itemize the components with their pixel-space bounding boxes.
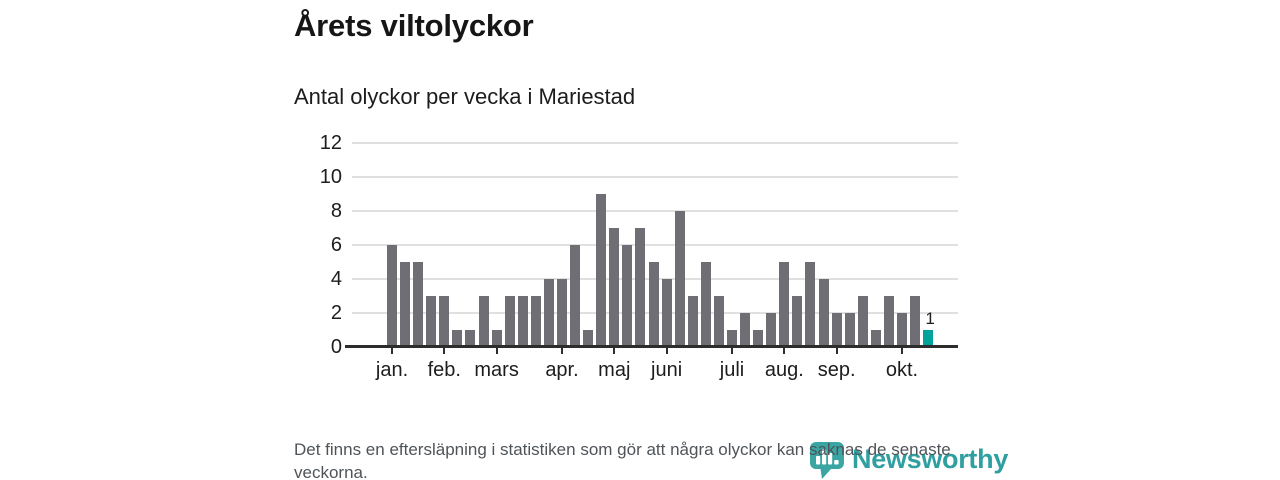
gridline <box>352 210 958 212</box>
chart-subtitle: Antal olyckor per vecka i Mariestad <box>294 84 636 109</box>
bar <box>530 296 541 347</box>
bar <box>857 296 868 347</box>
x-axis-line <box>345 345 958 348</box>
x-tick-label: apr. <box>545 359 579 381</box>
newsworthy-icon <box>810 442 844 479</box>
bar <box>766 313 777 347</box>
bar <box>661 279 672 347</box>
bar <box>413 262 424 347</box>
bar <box>609 228 620 347</box>
bar <box>400 262 411 347</box>
bar <box>831 313 842 347</box>
y-tick-label: 10 <box>319 166 342 188</box>
bar <box>870 330 881 347</box>
bar <box>439 296 450 347</box>
x-tick-label: aug. <box>764 359 804 381</box>
y-tick-label: 12 <box>319 132 342 154</box>
bar <box>883 296 894 347</box>
newsworthy-logo: Newsworthy <box>809 441 1008 479</box>
bar <box>426 296 437 347</box>
y-tick-label: 8 <box>330 200 342 222</box>
y-tick-label: 0 <box>330 336 342 358</box>
x-tick <box>783 348 786 354</box>
y-tick-label: 2 <box>330 302 342 324</box>
bar <box>478 296 489 347</box>
x-tick-label: mars <box>474 359 519 381</box>
y-tick-label: 4 <box>330 268 342 290</box>
newsworthy-wordmark: Newsworthy <box>852 444 1009 474</box>
x-tick <box>561 348 563 354</box>
bar <box>517 296 528 347</box>
bar <box>491 330 502 347</box>
bar <box>504 296 515 347</box>
bar <box>452 330 463 347</box>
bar <box>779 262 790 347</box>
bar <box>465 330 476 347</box>
bar <box>648 262 659 347</box>
x-tick-label: okt. <box>885 359 919 381</box>
bar <box>910 296 921 347</box>
x-tick-label: juni <box>651 359 683 381</box>
bar <box>713 296 724 347</box>
bar <box>727 330 737 347</box>
bar <box>622 245 633 347</box>
bar <box>740 313 751 347</box>
bar <box>805 262 816 347</box>
x-tick <box>613 348 616 354</box>
gridline <box>352 176 958 178</box>
x-tick-label: sep. <box>817 359 856 381</box>
bar <box>674 211 685 347</box>
bar <box>844 313 855 347</box>
bar <box>818 279 829 347</box>
gridline <box>352 142 958 144</box>
chart-title: Årets viltolyckor <box>294 8 534 43</box>
bar <box>570 245 581 347</box>
bar <box>897 313 907 347</box>
bar <box>543 279 554 347</box>
x-tick <box>901 348 903 354</box>
bar <box>792 296 803 347</box>
x-tick <box>443 348 446 354</box>
x-tick-label: maj <box>598 359 631 381</box>
bar <box>596 194 607 347</box>
bar <box>635 228 646 347</box>
highlight-bar <box>923 330 934 347</box>
bar <box>753 330 764 347</box>
x-tick <box>835 348 838 354</box>
bar-value-label: 1 <box>925 309 935 328</box>
x-tick <box>731 348 733 354</box>
bar <box>387 245 397 347</box>
x-tick-label: jan. <box>375 359 409 381</box>
x-tick <box>495 348 498 354</box>
x-tick-label: juli <box>719 359 745 381</box>
bar <box>583 330 594 347</box>
bar <box>687 296 698 347</box>
x-tick <box>665 348 668 354</box>
gridline <box>352 244 958 246</box>
bar <box>557 279 567 347</box>
x-tick-label: feb. <box>427 359 461 381</box>
footnote: Det finns en eftersläpning i statistiken… <box>294 440 951 480</box>
bar <box>700 262 711 347</box>
x-tick <box>391 348 393 354</box>
y-tick-label: 6 <box>330 234 342 256</box>
